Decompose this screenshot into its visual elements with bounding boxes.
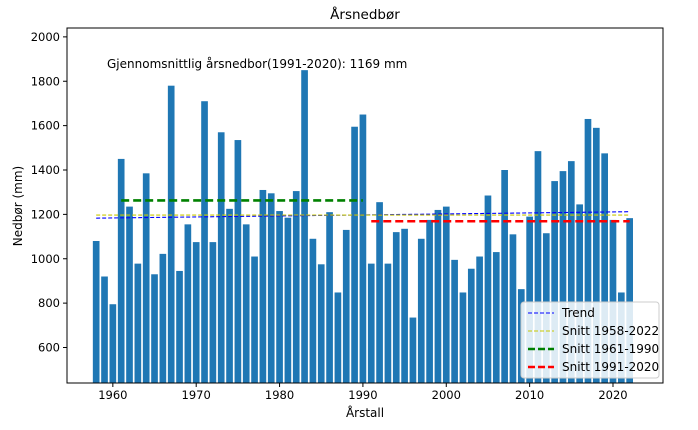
bar-2007 (501, 170, 508, 383)
y-tick-label-2000: 2000 (31, 30, 60, 44)
bar-1989 (351, 126, 358, 383)
bar-1980 (276, 211, 283, 383)
bar-1963 (134, 263, 142, 383)
y-axis-title: Nedbør (mm) (11, 166, 25, 246)
bar-2010 (526, 216, 533, 383)
bar-1966 (159, 253, 167, 383)
bar-1961 (117, 158, 125, 383)
plot-frame (66, 27, 664, 384)
bar-1986 (326, 212, 333, 383)
bar-1987 (334, 292, 342, 383)
bar-2001 (451, 259, 458, 383)
bar-1958 (92, 241, 100, 383)
x-tick-label-1990: 1990 (348, 388, 377, 402)
y-axis: 600 800 1000 1200 1400 1600 1800 2000 (31, 30, 67, 355)
bar-1973 (217, 132, 225, 383)
bar-1995 (401, 228, 408, 383)
x-tick-label-1980: 1980 (265, 388, 294, 402)
bar-2000 (442, 206, 450, 383)
bar-1993 (384, 263, 392, 383)
bar-2017 (584, 118, 592, 383)
bar-2019 (601, 153, 608, 383)
bar-2015 (567, 161, 575, 384)
bar-1972 (209, 242, 217, 383)
bar-1960 (109, 304, 117, 383)
bar-1994 (392, 232, 400, 384)
bar-2020 (609, 219, 617, 383)
bar-1998 (426, 219, 433, 383)
bar-1982 (292, 191, 300, 383)
bar-2003 (467, 268, 475, 383)
bar-1992 (376, 202, 383, 383)
bar-1968 (176, 270, 183, 383)
x-tick-label-2010: 2010 (515, 388, 544, 402)
bar-2011 (534, 151, 542, 383)
bar-1990 (359, 114, 367, 383)
bar-1988 (342, 229, 350, 383)
x-axis: 1960 1970 1980 1990 2000 2010 2020 (98, 383, 628, 402)
bar-1970 (192, 242, 200, 383)
x-tick-label-1960: 1960 (98, 388, 127, 402)
bar-1971 (201, 101, 208, 383)
y-tick-label-600: 600 (38, 341, 60, 355)
bar-1976 (242, 224, 250, 383)
bar-1962 (126, 206, 133, 383)
bar-1979 (267, 193, 275, 383)
x-tick-label-1970: 1970 (182, 388, 211, 402)
bars-group (92, 70, 633, 384)
bar-2002 (459, 292, 467, 383)
bar-2004 (476, 256, 483, 383)
bar-2022 (626, 218, 633, 383)
y-tick-label-800: 800 (38, 296, 60, 310)
legend-label-3: Snitt 1991-2020 (562, 360, 659, 374)
y-tick-label-1600: 1600 (31, 119, 60, 133)
chart-title: Årsnedbør (330, 6, 400, 23)
y-tick-label-1800: 1800 (31, 74, 60, 88)
legend-label-0: Trend (561, 306, 595, 320)
y-tick-label-1400: 1400 (31, 163, 60, 177)
bar-1978 (259, 189, 267, 383)
average-annotation: Gjennomsnittlig årsnedbor(1991-2020): 11… (107, 57, 407, 71)
bar-1999 (434, 209, 442, 383)
bar-1985 (317, 264, 325, 383)
legend-label-2: Snitt 1961-1990 (562, 342, 659, 356)
bar-1975 (234, 140, 242, 383)
y-tick-label-1200: 1200 (31, 207, 60, 221)
bar-1967 (167, 85, 175, 383)
bar-2006 (492, 252, 500, 383)
bar-1996 (409, 317, 417, 383)
legend-box (520, 301, 660, 379)
bar-2018 (592, 127, 600, 383)
bar-1969 (184, 224, 192, 383)
bar-1974 (226, 208, 233, 383)
x-tick-label-2000: 2000 (432, 388, 461, 402)
lines-group (96, 199, 630, 223)
bar-1997 (417, 238, 425, 383)
x-axis-title: Årstall (346, 405, 384, 420)
bar-2005 (484, 195, 492, 383)
bar-1981 (284, 217, 292, 383)
legend-label-1: Snitt 1958-2022 (562, 324, 659, 338)
bar-1977 (251, 256, 258, 383)
bar-1984 (309, 238, 317, 383)
legend: Trend Snitt 1958-2022 Snitt 1961-1990 Snitt… (520, 301, 660, 379)
bar-1991 (367, 263, 375, 383)
x-tick-label-2020: 2020 (598, 388, 627, 402)
bar-1964 (142, 173, 150, 383)
bar-2008 (509, 234, 517, 383)
y-tick-label-1000: 1000 (31, 252, 60, 266)
bar-1959 (101, 276, 108, 383)
bar-2013 (551, 181, 558, 383)
bar-1983 (301, 70, 308, 383)
bar-2016 (576, 204, 583, 383)
bar-2014 (559, 171, 567, 383)
bar-1965 (151, 274, 158, 383)
